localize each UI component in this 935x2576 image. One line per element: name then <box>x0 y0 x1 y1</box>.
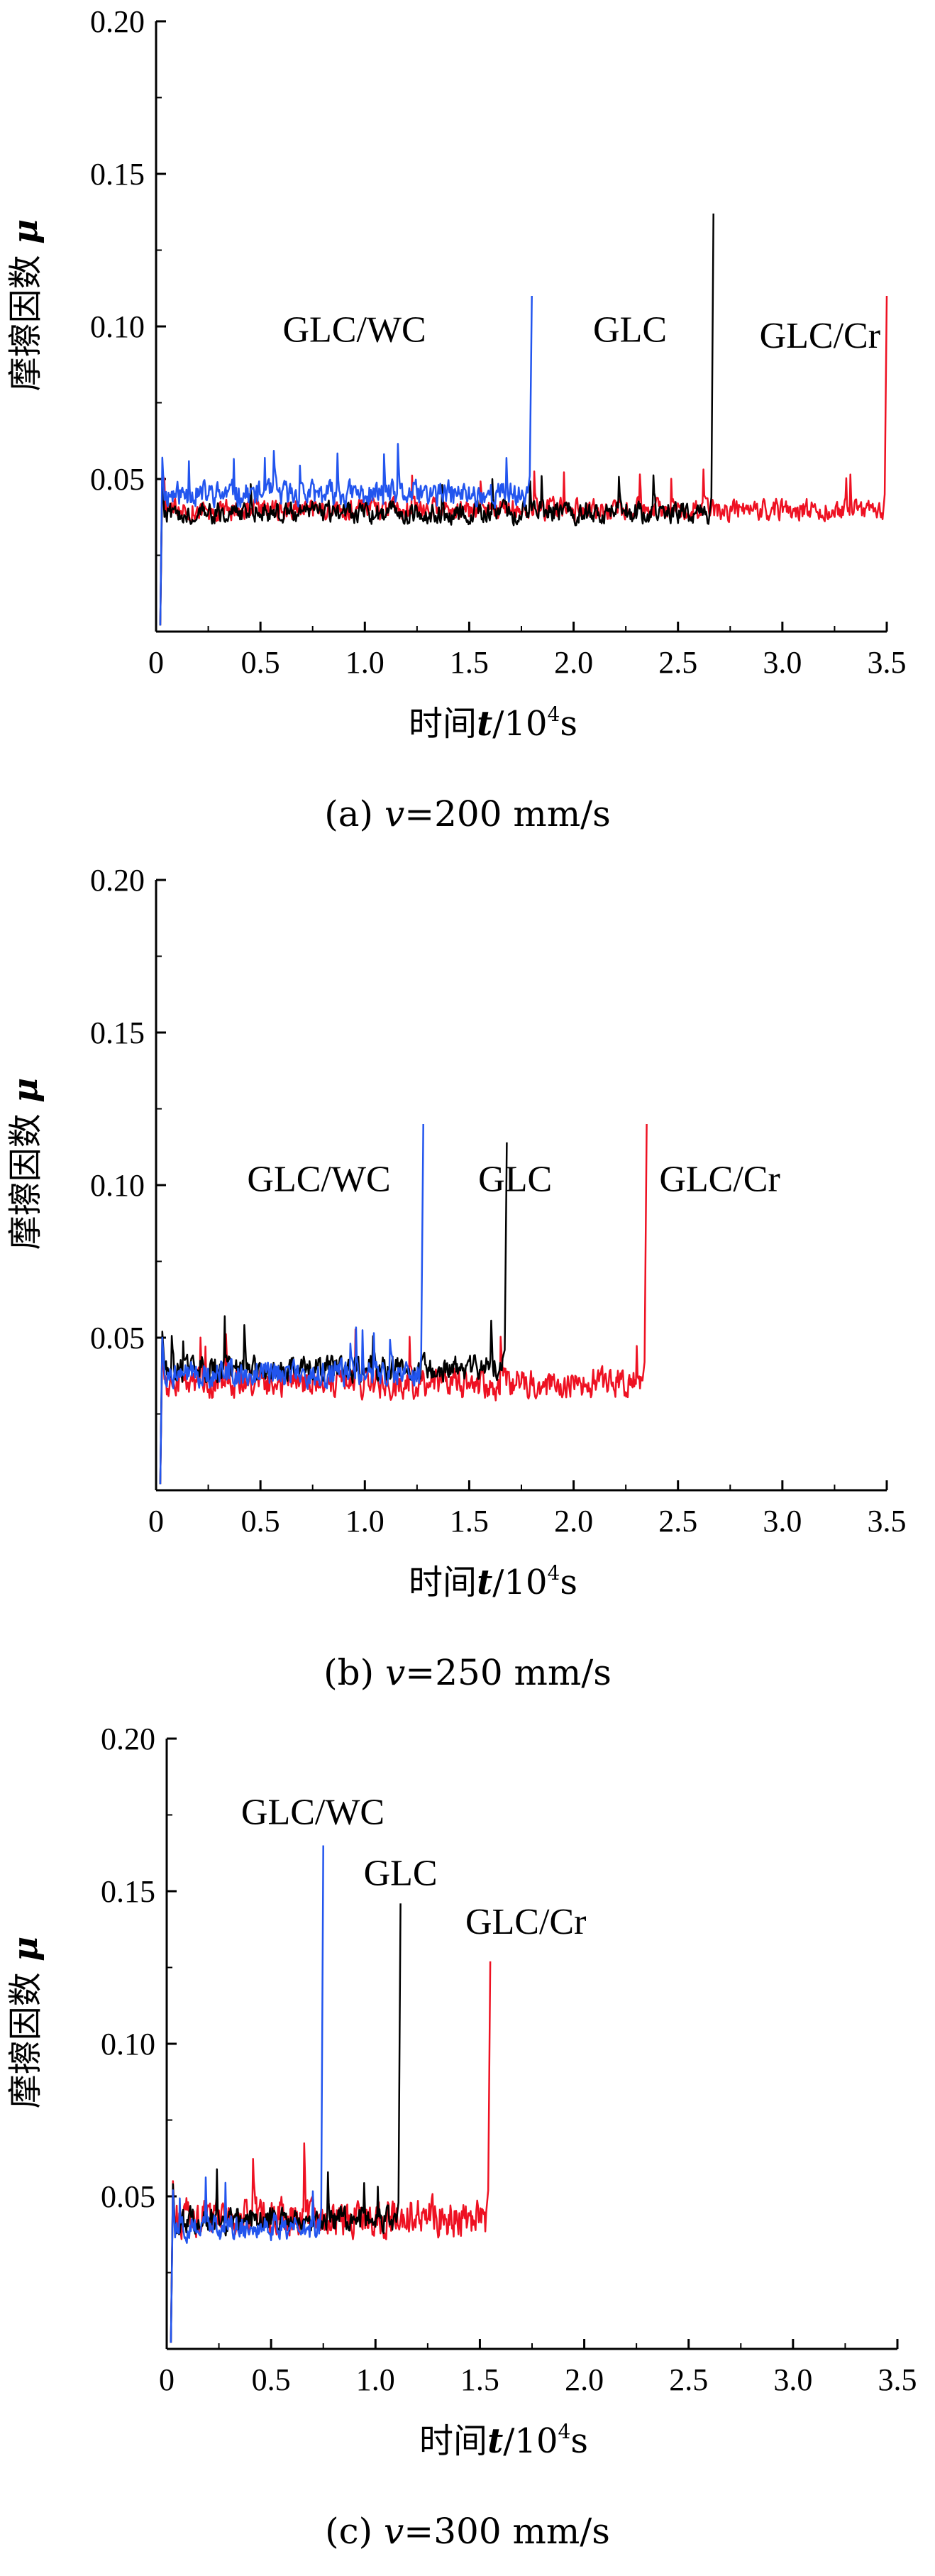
caption-prefix: (c) <box>325 2511 384 2552</box>
caption-value: =300 mm/s <box>404 2511 610 2552</box>
series-label-glc-cr: GLC/Cr <box>465 1902 586 1942</box>
x-tick-label: 2.5 <box>669 2362 708 2397</box>
series-label-glc: GLC <box>593 310 667 351</box>
y-tick-label: 0.10 <box>90 1168 145 1203</box>
y-tick-label: 0.15 <box>101 1874 155 1909</box>
x-tick-label: 2.5 <box>658 645 697 680</box>
y-axis-label-var: μ <box>6 219 45 244</box>
x-axis-label: 时间t/104s <box>409 1561 577 1602</box>
y-tick-label: 0.15 <box>90 1015 145 1050</box>
x-axis-label-exponent: 4 <box>547 1561 560 1585</box>
x-tick-label: 1.0 <box>345 1504 384 1539</box>
caption-var: v <box>384 793 405 835</box>
chart-panel-b: 0 0.5 1.0 1.5 2.0 2.5 3.0 3.5 0.05 0.10 0.15 0.20 时间… <box>0 859 935 1717</box>
x-axis-label-suffix: s <box>570 2421 588 2461</box>
y-tick-label: 0.20 <box>90 863 145 898</box>
series-line-glc-cr <box>159 1123 648 1485</box>
y-axis-label: 摩擦因数 μ <box>6 219 45 391</box>
x-axis-label-suffix: s <box>560 1563 577 1602</box>
x-axis-label-prefix: 时间 <box>409 1563 477 1602</box>
x-tick-label: 3.5 <box>868 645 907 680</box>
series-label-glc-wc: GLC/WC <box>241 1792 384 1832</box>
x-tick-label: 1.0 <box>345 645 384 680</box>
x-tick-label: 1.5 <box>450 645 489 680</box>
series-line-glc <box>159 213 714 626</box>
series-line-glc <box>170 1903 402 2343</box>
caption-prefix: (a) <box>324 793 384 835</box>
x-tick-label: 1.5 <box>460 2362 499 2397</box>
caption-prefix: (b) <box>323 1652 386 1693</box>
series-label-glc-cr: GLC/Cr <box>760 316 880 356</box>
series-label-glc: GLC <box>478 1160 552 1200</box>
x-tick-label: 3.5 <box>868 1504 907 1539</box>
x-tick-label: 0 <box>159 2362 175 2397</box>
x-tick-label: 2.0 <box>554 645 593 680</box>
y-axis-label-text: 摩擦因数 <box>6 244 45 391</box>
caption-var: v <box>385 1652 406 1693</box>
y-axis-label-var: μ <box>6 1078 45 1103</box>
caption-a: (a) v=200 mm/s <box>0 793 935 835</box>
y-axis-label: 摩擦因数 μ <box>6 1078 45 1250</box>
series-line-glc-wc <box>159 1123 424 1485</box>
x-tick-label: 3.0 <box>763 1504 802 1539</box>
caption-b: (b) v=250 mm/s <box>0 1652 935 1693</box>
chart-a: 0 0.5 1.0 1.5 2.0 2.5 3.0 3.5 0.05 0.10 0.15 0.20 时间… <box>6 4 907 744</box>
x-axis-label-unit: /10 <box>492 1563 547 1602</box>
x-tick-label: 1.0 <box>356 2362 395 2397</box>
series-label-glc-wc: GLC/WC <box>247 1160 390 1200</box>
caption-value: =200 mm/s <box>404 793 611 835</box>
series-label-glc-cr: GLC/Cr <box>659 1160 780 1200</box>
x-axis-label-suffix: s <box>560 704 577 744</box>
x-axis-label: 时间t/104s <box>409 703 577 744</box>
x-tick-label: 0 <box>148 1504 164 1539</box>
series-line-glc-cr <box>170 1961 492 2343</box>
y-axis-label-text: 摩擦因数 <box>6 1961 45 2108</box>
x-tick-label: 0.5 <box>252 2362 291 2397</box>
x-axis-label-unit: /10 <box>492 704 547 744</box>
series-label-glc: GLC <box>364 1853 438 1893</box>
x-axis-label-var: t <box>477 1563 492 1602</box>
y-tick-label: 0.20 <box>90 4 145 39</box>
x-tick-label: 2.0 <box>554 1504 593 1539</box>
caption-var: v <box>384 2511 404 2552</box>
x-axis-label-prefix: 时间 <box>409 704 477 744</box>
chart-panel-a: 0 0.5 1.0 1.5 2.0 2.5 3.0 3.5 0.05 0.10 0.15 0.20 时间… <box>0 0 935 859</box>
series-line-glc-wc <box>159 295 533 626</box>
y-tick-label: 0.10 <box>101 2027 155 2062</box>
y-tick-label: 0.05 <box>90 462 145 497</box>
y-axis-label: 摩擦因数 μ <box>6 1937 45 2108</box>
x-axis-label-prefix: 时间 <box>419 2421 487 2461</box>
y-tick-label: 0.15 <box>90 157 145 192</box>
x-tick-label: 3.0 <box>773 2362 812 2397</box>
x-tick-label: 2.0 <box>565 2362 604 2397</box>
x-axis-label-var: t <box>477 704 492 744</box>
x-tick-label: 1.5 <box>450 1504 489 1539</box>
x-tick-label: 0 <box>148 645 164 680</box>
x-tick-label: 3.0 <box>763 645 802 680</box>
x-tick-label: 0.5 <box>241 645 280 680</box>
series-line-glc-wc <box>170 1845 324 2343</box>
x-axis-label-exponent: 4 <box>558 2420 570 2443</box>
x-tick-label: 2.5 <box>658 1504 697 1539</box>
x-tick-label: 3.5 <box>878 2362 917 2397</box>
x-axis-label: 时间t/104s <box>419 2420 588 2461</box>
y-tick-label: 0.20 <box>101 1722 155 1756</box>
x-axis-label-unit: /10 <box>503 2421 558 2461</box>
y-axis-label-var: μ <box>6 1937 45 1961</box>
x-tick-label: 0.5 <box>241 1504 280 1539</box>
chart-panel-c: 0 0.5 1.0 1.5 2.0 2.5 3.0 3.5 0.05 0.10 0.15 0.20 时间… <box>0 1717 935 2576</box>
y-tick-label: 0.05 <box>90 1321 145 1355</box>
x-axis-label-var: t <box>487 2421 503 2461</box>
chart-b: 0 0.5 1.0 1.5 2.0 2.5 3.0 3.5 0.05 0.10 0.15 0.20 时间… <box>6 863 907 1602</box>
y-axis-label-text: 摩擦因数 <box>6 1103 45 1250</box>
series-label-glc-wc: GLC/WC <box>282 310 426 351</box>
caption-value: =250 mm/s <box>405 1652 612 1693</box>
y-tick-label: 0.05 <box>101 2179 155 2214</box>
x-axis-label-exponent: 4 <box>547 703 560 726</box>
caption-c: (c) v=300 mm/s <box>0 2511 935 2552</box>
chart-c: 0 0.5 1.0 1.5 2.0 2.5 3.0 3.5 0.05 0.10 0.15 0.20 时间… <box>6 1722 917 2461</box>
y-tick-label: 0.10 <box>90 309 145 344</box>
